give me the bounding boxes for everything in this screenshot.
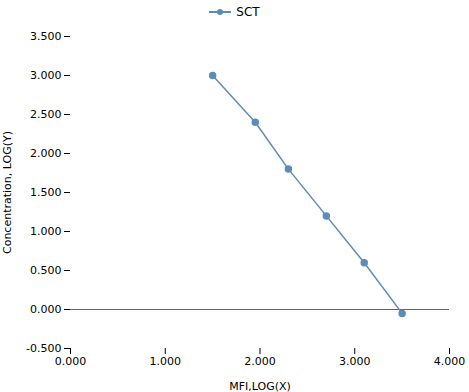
- svg-text:3.000: 3.000: [30, 69, 62, 82]
- svg-text:1.500: 1.500: [30, 186, 62, 199]
- svg-text:Concentration, LOG(Y): Concentration, LOG(Y): [1, 131, 14, 254]
- html-text:SCT: SCT: [236, 5, 260, 19]
- svg-text:3.500: 3.500: [30, 30, 62, 43]
- svg-text:2.000: 2.000: [30, 147, 62, 160]
- svg-text:4.000: 4.000: [434, 355, 466, 368]
- svg-text:1.000: 1.000: [30, 225, 62, 238]
- svg-text:0.000: 0.000: [30, 303, 62, 316]
- svg-text:2.000: 2.000: [244, 355, 276, 368]
- svg-text:0.000: 0.000: [55, 355, 87, 368]
- svg-text:3.000: 3.000: [339, 355, 371, 368]
- svg-text:0.500: 0.500: [30, 264, 62, 277]
- svg-text:MFI,LOG(X): MFI,LOG(X): [229, 380, 291, 392]
- svg-text:1.000: 1.000: [150, 355, 182, 368]
- svg-text:-0.500: -0.500: [26, 342, 61, 355]
- svg-text:2.500: 2.500: [30, 108, 62, 121]
